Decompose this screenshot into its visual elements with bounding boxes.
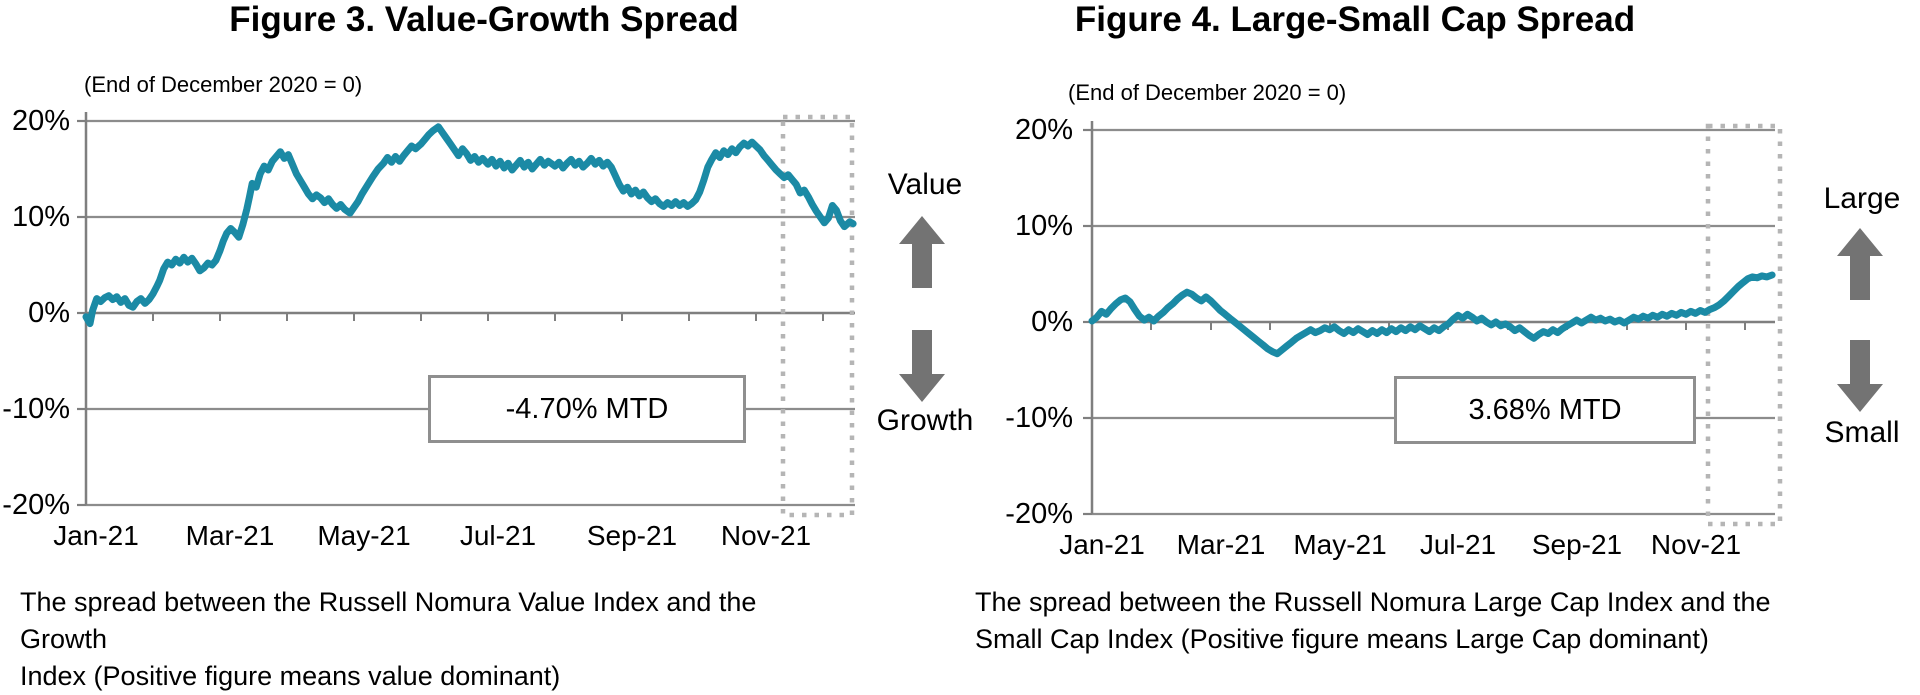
fig3-y-tick-label: 10% (11, 201, 70, 233)
fig3-mtd-box: -4.70% MTD (428, 375, 746, 443)
fig3-y-tick-label: 20% (11, 105, 70, 137)
fig3-x-tick-label: May-21 (317, 520, 411, 551)
value-growth-spread-line (82, 123, 857, 328)
fig3-x-tick-label: Jan-21 (53, 520, 139, 551)
fig4-x-tick-label: Jan-21 (1059, 529, 1145, 560)
large-small-spread-line (1088, 271, 1776, 358)
mtd-highlight-box (780, 114, 855, 518)
fig4-caption: The spread between the Russell Nomura La… (975, 584, 1815, 658)
fig3-x-tick-label: Sep-21 (586, 520, 678, 551)
fig4-y-tick-label: 20% (1014, 114, 1073, 146)
fig4-up-direction-label: Large (1823, 182, 1901, 215)
fig3-down-direction-label: Growth (876, 404, 974, 437)
fig3-y-tick-label: -20% (2, 489, 70, 521)
fig4-caption-line2: Small Cap Index (Positive figure means L… (975, 624, 1709, 654)
fig4-mtd-value: 3.68% MTD (1468, 393, 1622, 426)
fig4-mtd-box: 3.68% MTD (1394, 376, 1696, 444)
fig4-x-tick-label: Jul-21 (1419, 529, 1497, 560)
down-arrow-icon (1837, 340, 1883, 412)
fig4-y-tick-label: -20% (1005, 498, 1073, 530)
fig3-mtd-value: -4.70% MTD (505, 392, 669, 425)
up-arrow-icon (1837, 228, 1883, 300)
y-axis-ticks (1083, 128, 1092, 516)
y-axis-ticks (77, 119, 86, 507)
fig3-title: Figure 3. Value-Growth Spread (229, 0, 739, 39)
fig3-caption-line1: The spread between the Russell Nomura Va… (20, 587, 757, 654)
x-axis-ticks (152, 313, 824, 321)
fig3-x-tick-label: Nov-21 (720, 520, 812, 551)
fig4-down-direction-label: Small (1824, 416, 1900, 449)
mtd-highlight-box (1705, 123, 1783, 527)
fig4-plot (1083, 121, 1783, 527)
fig4-y-tick-label: -10% (1005, 402, 1073, 434)
fig4-title: Figure 4. Large-Small Cap Spread (1074, 0, 1636, 39)
up-arrow-icon (899, 216, 945, 288)
fig4-y-tick-label: 0% (1031, 306, 1073, 338)
fig3-plot (77, 112, 857, 518)
fig4-subtitle: (End of December 2020 = 0) (1068, 80, 1347, 105)
fig4-y-tick-label: 10% (1014, 210, 1073, 242)
fig3-caption-line2: Index (Positive figure means value domin… (20, 661, 561, 691)
fig4-caption-line1: The spread between the Russell Nomura La… (975, 587, 1771, 617)
fig4-x-tick-label: Sep-21 (1531, 529, 1623, 560)
fig3-y-tick-label: 0% (28, 297, 70, 329)
fig3-up-direction-label: Value (887, 168, 963, 201)
fig4-x-tick-label: May-21 (1293, 529, 1387, 560)
fig3-subtitle: (End of December 2020 = 0) (84, 72, 363, 97)
fig3-caption: The spread between the Russell Nomura Va… (20, 584, 840, 695)
fig3-x-tick-label: Jul-21 (459, 520, 537, 551)
fig4-x-tick-label: Nov-21 (1650, 529, 1742, 560)
fig4-x-tick-label: Mar-21 (1176, 529, 1266, 560)
down-arrow-icon (899, 330, 945, 402)
fig3-x-tick-label: Mar-21 (185, 520, 275, 551)
fig3-y-tick-label: -10% (2, 393, 70, 425)
